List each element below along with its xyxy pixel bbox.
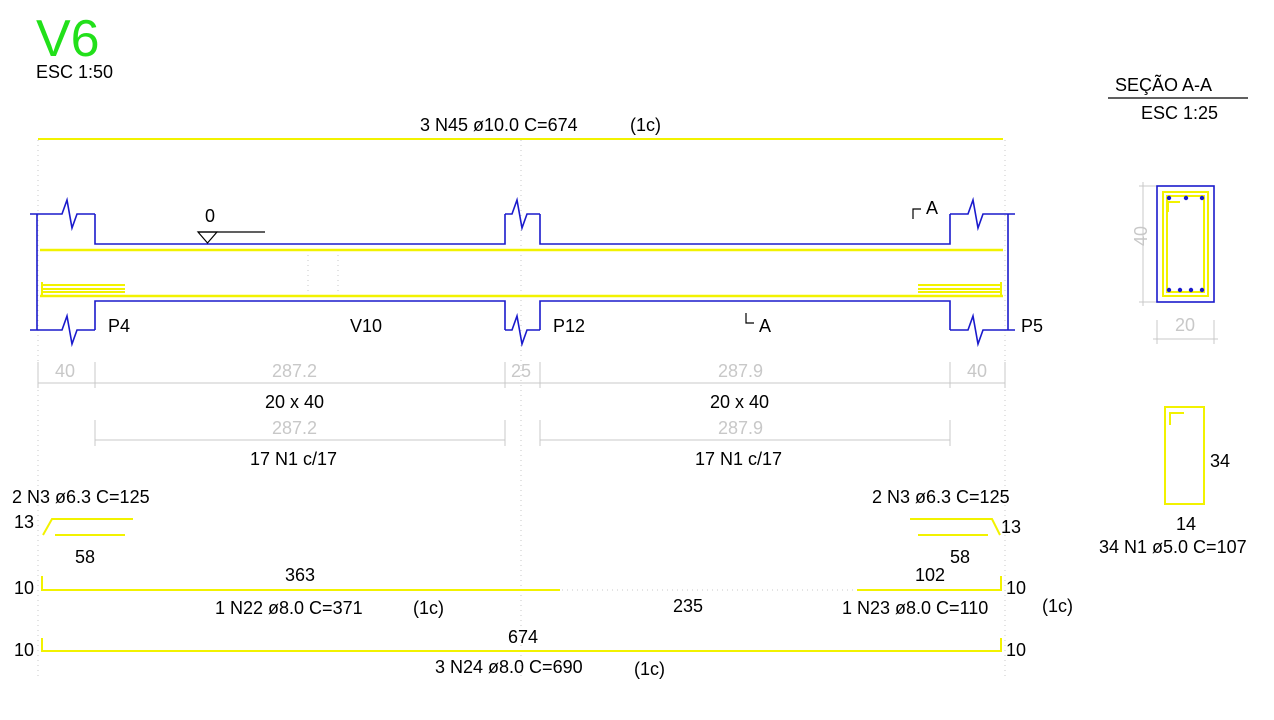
- n22-length: 363: [285, 565, 315, 585]
- span2-section: 20 x 40: [710, 392, 769, 412]
- section-dimension-height: [1139, 182, 1157, 306]
- top-bar-layer: (1c): [630, 115, 661, 135]
- n22-layer: (1c): [413, 598, 444, 618]
- span1-stirrups: 17 N1 c/17: [250, 449, 337, 469]
- gap-length: 235: [673, 596, 703, 616]
- n3-left-hook: 13: [14, 512, 34, 532]
- n24-layer: (1c): [634, 659, 665, 679]
- stirrup-detail-hook-icon: [1169, 412, 1184, 425]
- dim-support-mid: 25: [511, 361, 531, 381]
- support-label-p4: P4: [108, 316, 130, 336]
- dim-stirrup-span2: 287.9: [718, 418, 763, 438]
- section-title: SEÇÃO A-A: [1115, 74, 1212, 95]
- level-value: 0: [205, 206, 215, 226]
- section-stirrup-hook-icon: [1167, 201, 1180, 212]
- n23-bar: [857, 576, 1002, 591]
- section-mark-top: A: [926, 198, 938, 218]
- level-marker-icon: [196, 231, 265, 244]
- beam-outline: [30, 196, 1015, 348]
- n3-left-label: 2 N3 ø6.3 C=125: [12, 487, 150, 507]
- n24-label: 3 N24 ø8.0 C=690: [435, 657, 583, 677]
- beam-name: V10: [350, 316, 382, 336]
- section-stirrup: [1162, 191, 1209, 297]
- stirrup-detail-width: 14: [1176, 514, 1196, 534]
- span1-section: 20 x 40: [265, 392, 324, 412]
- n3-right-label: 2 N3 ø6.3 C=125: [872, 487, 1010, 507]
- section-dimension-width: [1153, 320, 1218, 344]
- support-label-p5: P5: [1021, 316, 1043, 336]
- support-label-p12: P12: [553, 316, 585, 336]
- section-height: 40: [1131, 226, 1151, 246]
- section-cut-icon-bottom: [745, 313, 754, 324]
- section-cut-icon-top: [912, 208, 921, 219]
- n22-bar: [41, 576, 560, 591]
- stirrup-detail-shape: [1164, 406, 1205, 505]
- section-width: 20: [1175, 315, 1195, 335]
- n24-bar: [41, 638, 1002, 652]
- n3-right-hook: 13: [1001, 517, 1021, 537]
- dim-support-right: 40: [967, 361, 987, 381]
- dim-span1: 287.2: [272, 361, 317, 381]
- n23-length: 102: [915, 565, 945, 585]
- span2-stirrups: 17 N1 c/17: [695, 449, 782, 469]
- section-stirrup-inner: [1166, 195, 1205, 293]
- n3-right-length: 58: [950, 547, 970, 567]
- n23-layer: (1c): [1042, 596, 1073, 616]
- n3-left-bar: [42, 518, 133, 536]
- top-bar-label: 3 N45 ø10.0 C=674: [420, 115, 578, 135]
- section-mark-bottom: A: [759, 316, 771, 336]
- section-bars: [1166, 195, 1205, 293]
- n24-hook-left: 10: [14, 640, 34, 660]
- drawing-scale: ESC 1:50: [36, 62, 113, 82]
- dimension-line-spans: [37, 362, 1006, 388]
- n3-right-bar: [910, 518, 1001, 536]
- n24-hook-right: 10: [1006, 640, 1026, 660]
- n23-hook: 10: [1006, 578, 1026, 598]
- stirrup-detail-label: 34 N1 ø5.0 C=107: [1099, 537, 1247, 557]
- elevation-rebar: [40, 248, 1003, 298]
- n3-left-length: 58: [75, 547, 95, 567]
- dim-support-left: 40: [55, 361, 75, 381]
- drawing-title: V6: [36, 10, 100, 68]
- section-scale: ESC 1:25: [1141, 103, 1218, 123]
- n22-label: 1 N22 ø8.0 C=371: [215, 598, 363, 618]
- n23-label: 1 N23 ø8.0 C=110: [842, 598, 988, 618]
- dimension-line-stirrups: [94, 420, 951, 446]
- stirrup-detail-height: 34: [1210, 451, 1230, 471]
- n22-hook: 10: [14, 578, 34, 598]
- dim-stirrup-span1: 287.2: [272, 418, 317, 438]
- dim-span2: 287.9: [718, 361, 763, 381]
- section-outline: [1156, 185, 1215, 303]
- n24-length: 674: [508, 627, 538, 647]
